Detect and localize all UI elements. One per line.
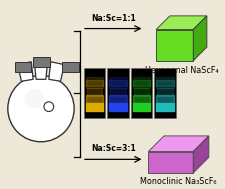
Bar — [15, 62, 31, 71]
Bar — [109, 77, 126, 88]
Bar — [132, 103, 150, 111]
Bar — [155, 95, 173, 104]
Bar — [153, 68, 175, 118]
Bar — [86, 95, 103, 104]
Bar — [109, 103, 126, 111]
Polygon shape — [155, 29, 192, 61]
Bar — [132, 95, 150, 104]
Bar — [155, 103, 173, 111]
Bar — [62, 62, 79, 71]
Text: Na:Sc=1:1: Na:Sc=1:1 — [90, 14, 135, 23]
Bar — [132, 80, 150, 86]
Circle shape — [44, 102, 53, 112]
Polygon shape — [148, 152, 192, 173]
Bar — [33, 57, 50, 67]
Text: Na:Sc=3:1: Na:Sc=3:1 — [90, 144, 135, 153]
Bar — [86, 103, 103, 111]
Bar — [86, 80, 103, 86]
Bar — [109, 80, 126, 86]
Bar — [155, 80, 173, 86]
Polygon shape — [18, 62, 33, 81]
Polygon shape — [148, 136, 208, 152]
Bar — [110, 88, 125, 96]
Bar — [132, 77, 150, 88]
Bar — [155, 77, 173, 88]
Bar — [130, 68, 152, 118]
Bar — [107, 68, 128, 118]
Bar — [86, 77, 103, 88]
Bar — [156, 88, 172, 96]
Text: Monoclinic Na₃ScF₆: Monoclinic Na₃ScF₆ — [140, 177, 216, 186]
Polygon shape — [155, 16, 206, 29]
Polygon shape — [192, 136, 208, 173]
Bar — [109, 95, 126, 104]
Circle shape — [8, 75, 74, 142]
Text: Hexagonal NaScF₄: Hexagonal NaScF₄ — [144, 66, 217, 75]
Polygon shape — [192, 16, 206, 61]
Polygon shape — [49, 62, 64, 81]
Bar — [86, 88, 102, 96]
Circle shape — [24, 89, 44, 109]
Bar — [83, 68, 105, 118]
Bar — [133, 88, 149, 96]
Polygon shape — [34, 60, 48, 79]
